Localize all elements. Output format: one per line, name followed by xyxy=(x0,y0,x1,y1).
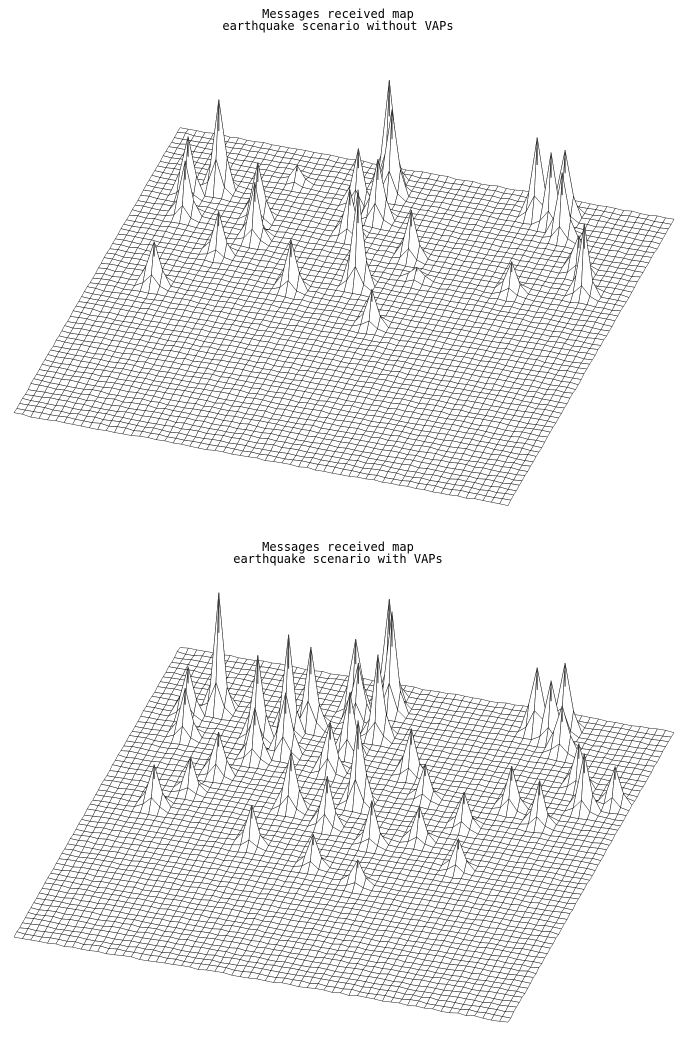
surface-plot-without-vaps xyxy=(13,80,675,506)
surface-mesh xyxy=(13,592,675,1023)
chart-title-line2: earthquake scenario without VAPs xyxy=(222,19,454,33)
surface-peaks xyxy=(153,592,616,869)
chart-title-line1: Messages received map xyxy=(262,7,414,21)
surface-peaks xyxy=(153,80,585,302)
surface-panel-with-vaps: Messages received map earthquake scenari… xyxy=(0,533,676,1046)
surface-mesh xyxy=(13,80,675,506)
surface-panel-without-vaps: Messages received map earthquake scenari… xyxy=(13,7,675,506)
surface-plot-with-vaps xyxy=(13,592,675,1023)
chart-title-line2: earthquake scenario with VAPs xyxy=(233,552,443,566)
chart-title-line1: Messages received map xyxy=(262,540,414,554)
